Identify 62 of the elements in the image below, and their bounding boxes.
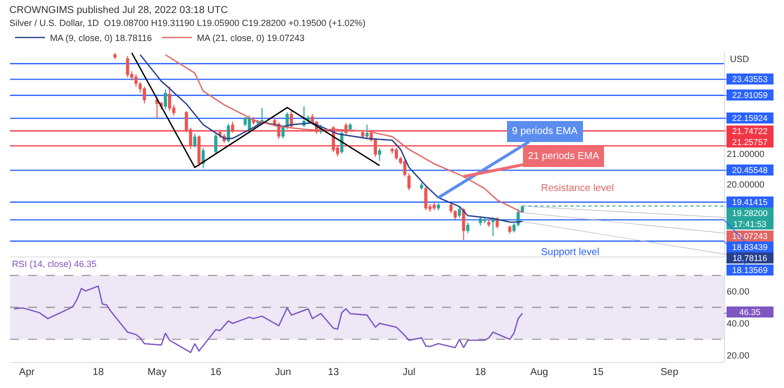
ref-line-label: 22.91059	[732, 90, 768, 100]
x-tick-label: Sep	[660, 367, 679, 378]
candlestick	[365, 124, 369, 139]
y-tick-label: 21.00000	[726, 148, 764, 159]
candlestick	[478, 216, 482, 226]
legend-label: MA (21, close, 0) 19.07243	[196, 33, 304, 44]
x-tick-label: Apr	[19, 367, 36, 378]
x-tick-label: 18	[92, 367, 104, 378]
y-tick-label: 40.00	[726, 318, 750, 329]
y-tick-label: 60.00	[726, 286, 750, 297]
candlestick	[424, 185, 428, 211]
candlestick	[466, 222, 470, 234]
candlestick	[214, 133, 218, 154]
y-axis-title: USD	[730, 54, 750, 64]
candlestick	[134, 74, 138, 88]
chart-subtitle: Silver / U.S. Dollar, 1D O19.08700 H19.31190 L19.05900 C19.28200 +0.19500 (+1.02%)	[9, 18, 366, 28]
text: 46.35	[739, 307, 761, 317]
x-tick-label: Aug	[530, 367, 548, 378]
annotation: 19.28200 17:41:53	[732, 208, 768, 230]
y-tick-label: 20.00	[726, 350, 750, 360]
x-tick-label: Jun	[274, 367, 292, 378]
x-tick-label: May	[148, 367, 166, 378]
x-tick-label: 15	[592, 367, 604, 378]
candlestick	[126, 55, 130, 78]
candlestick	[454, 210, 457, 220]
ref-line-label: 19.41415	[732, 197, 768, 207]
ref-line-label: 21.74722	[732, 126, 768, 136]
candlestick	[394, 147, 398, 160]
candlestick	[202, 147, 205, 169]
candlestick	[449, 202, 453, 214]
x-tick-label: 13	[328, 367, 340, 378]
series-label: RSI (14, close) 46.35	[12, 259, 97, 269]
candlestick	[164, 89, 167, 110]
annotation: Resistance level	[541, 183, 614, 194]
candlestick	[281, 125, 285, 139]
ref-line-label: 21.25757	[732, 137, 768, 147]
legend-label: MA (9, close, 0) 18.78116	[50, 33, 152, 44]
candlestick	[142, 86, 146, 104]
line-series	[131, 52, 380, 168]
candlestick	[403, 159, 406, 178]
x-tick-label: Jul	[402, 367, 416, 378]
ref-line-label: 20.45548	[732, 165, 768, 175]
candlestick	[516, 208, 520, 227]
ref-line-label: 23.43553	[732, 74, 768, 84]
candlestick	[231, 121, 234, 134]
y-tick-label: 20.00000	[726, 179, 764, 190]
annotation: Support level	[541, 247, 600, 258]
chart-title: CROWNGIMS published Jul 28, 2022 03:18 UTC	[9, 5, 228, 16]
candlestick	[193, 133, 196, 148]
annotation: 21 periods EMA	[528, 151, 600, 162]
ref-line-label: 18.13569	[732, 265, 768, 275]
candlestick	[168, 86, 172, 112]
candlestick	[512, 222, 516, 233]
annotation: 9 periods EMA	[512, 126, 578, 137]
ref-line-label: 18.83439	[732, 242, 768, 252]
candlestick	[244, 116, 247, 127]
annotation: 18.78116	[732, 253, 768, 263]
ref-line-label: 22.15924	[732, 113, 768, 123]
line-series	[14, 286, 524, 354]
x-tick-label: 18	[474, 367, 486, 378]
candlestick	[407, 173, 411, 191]
x-tick-label: 16	[210, 367, 222, 378]
